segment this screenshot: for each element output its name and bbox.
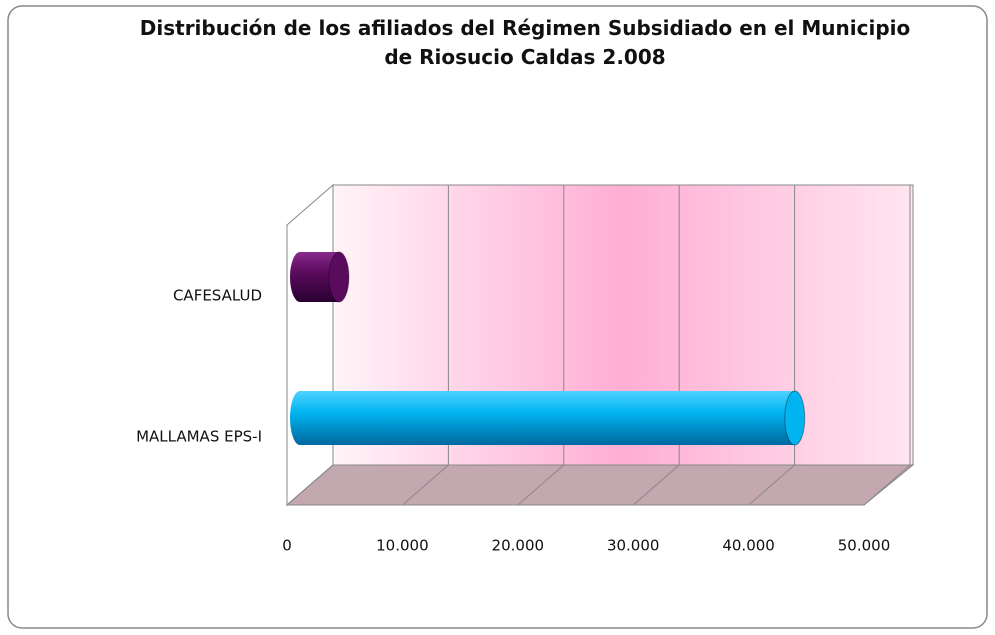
bar-body — [300, 391, 795, 445]
floor-grid-line — [517, 464, 565, 506]
floor-grid-line — [863, 464, 911, 506]
side-wall — [286, 183, 334, 507]
y-tick-label: MALLAMAS EPS-I — [136, 428, 262, 446]
x-tick-label: 20.000 — [492, 537, 545, 555]
bar — [290, 390, 806, 446]
x-tick-label: 40.000 — [722, 537, 775, 555]
floor-grid-line — [748, 464, 795, 506]
floor — [285, 464, 915, 506]
bar-cap — [784, 390, 806, 446]
bar — [290, 251, 350, 303]
x-tick-label: 50.000 — [838, 537, 891, 555]
bar-cap — [328, 251, 350, 303]
floor-grid-line — [286, 464, 334, 506]
x-tick-label: 30.000 — [607, 537, 660, 555]
x-tick-label: 10.000 — [376, 537, 429, 555]
chart-title: Distribución de los afiliados del Régime… — [139, 16, 911, 69]
floor-grid-line — [632, 464, 680, 506]
y-tick-label: CAFESALUD — [173, 287, 262, 305]
x-tick-label: 0 — [282, 537, 292, 555]
floor-grid-line — [402, 464, 449, 506]
